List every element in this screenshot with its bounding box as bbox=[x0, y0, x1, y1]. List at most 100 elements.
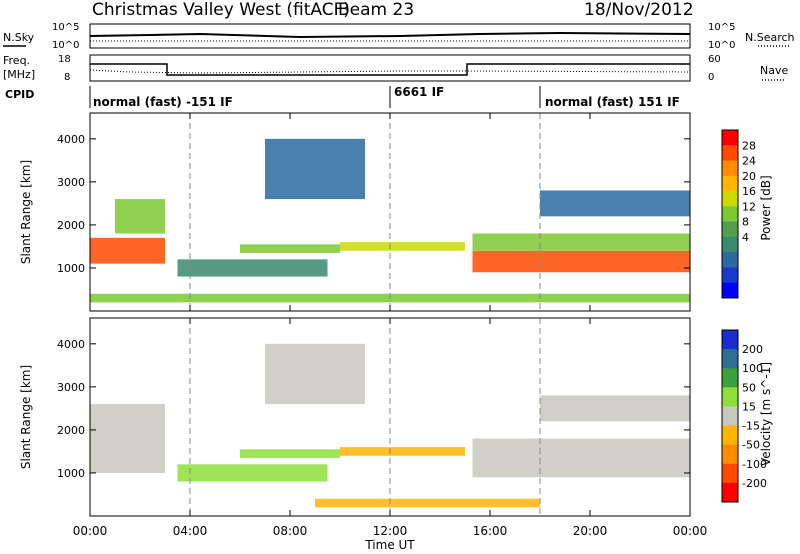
velocity-colorbar-tick-0: 200 bbox=[742, 343, 763, 356]
power-region-7 bbox=[540, 190, 690, 217]
power-colorbar-swatch-5 bbox=[722, 206, 738, 223]
power-ytick-label-0: 1000 bbox=[57, 262, 85, 275]
velocity-colorbar-swatch-8 bbox=[722, 482, 738, 503]
velocity-marks bbox=[90, 318, 690, 516]
power-region-4 bbox=[340, 242, 465, 251]
velocity-colorbar-swatch-1 bbox=[722, 349, 738, 369]
power-colorbar-swatch-0 bbox=[722, 130, 738, 146]
cpid-segment-2: 6661 IF bbox=[394, 85, 444, 99]
freq-panel-frame bbox=[89, 54, 691, 82]
power-colorbar-swatch-9 bbox=[722, 267, 738, 284]
freq-tick-low: 8 bbox=[64, 72, 70, 83]
velocity-region-3 bbox=[340, 447, 465, 456]
noise-tick-low-right: 10^0 bbox=[708, 40, 735, 51]
velocity-y-label: Slant Range [km] bbox=[19, 365, 33, 469]
velocity-colorbar-tick-5: -50 bbox=[742, 439, 760, 452]
power-colorbar-title: Power [dB] bbox=[759, 175, 773, 240]
velocity-colorbar-tick-1: 100 bbox=[742, 362, 763, 375]
power-colorbar-tick-5: 8 bbox=[742, 216, 749, 229]
xtick-label-5: 20:00 bbox=[573, 524, 608, 538]
power-colorbar-tick-1: 24 bbox=[742, 155, 756, 168]
power-region-0 bbox=[90, 237, 165, 264]
power-region-2 bbox=[177, 259, 328, 277]
freq-label: Freq. bbox=[3, 54, 30, 67]
nave-tick-low: 0 bbox=[708, 72, 714, 83]
nsearch-label: N.Search bbox=[745, 31, 795, 44]
nave-line bbox=[89, 69, 691, 74]
power-ytick-label-1: 2000 bbox=[57, 219, 85, 232]
noise-tick-low: 10^0 bbox=[52, 40, 79, 51]
date-label: 18/Nov/2012 bbox=[584, 0, 694, 20]
freq-unit-label: [MHz] bbox=[3, 68, 35, 81]
x-axis: 00:00 04:00 08:00 12:00 16:00 20:00 00:00 bbox=[73, 113, 708, 538]
power-colorbar-swatch-3 bbox=[722, 175, 738, 192]
nsky-line bbox=[89, 31, 691, 39]
xtick-label-2: 08:00 bbox=[273, 524, 308, 538]
power-colorbar-swatch-6 bbox=[722, 221, 738, 238]
power-colorbar-swatch-10 bbox=[722, 282, 738, 299]
power-region-1 bbox=[115, 199, 165, 234]
power-region-6 bbox=[472, 233, 690, 251]
velocity-colorbar-tick-7: -200 bbox=[742, 477, 767, 490]
power-ytick-label-3: 4000 bbox=[57, 133, 85, 146]
power-panel: 1000 2000 3000 4000 Slant Range [km] bbox=[19, 112, 691, 312]
cpid-segment-3: normal (fast) 151 IF bbox=[545, 95, 680, 109]
noise-tick-high-right: 10^5 bbox=[708, 22, 735, 33]
nsky-label: N.Sky bbox=[3, 31, 35, 44]
power-colorbar-swatch-4 bbox=[722, 191, 738, 207]
velocity-colorbar-swatch-6 bbox=[722, 444, 738, 465]
power-colorbar-frame bbox=[721, 129, 739, 299]
xtick-label-6: 00:00 bbox=[673, 524, 708, 538]
freq-tick-high: 18 bbox=[58, 54, 71, 65]
x-axis-label: Time UT bbox=[364, 538, 415, 552]
velocity-colorbar-swatch-4 bbox=[722, 406, 738, 427]
power-colorbar-swatch-2 bbox=[722, 160, 738, 177]
power-colorbar-tick-0: 28 bbox=[742, 139, 756, 152]
xtick-label-1: 04:00 bbox=[173, 524, 208, 538]
velocity-colorbar-tick-4: -15 bbox=[742, 420, 760, 433]
velocity-ytick-label-2: 3000 bbox=[57, 381, 85, 394]
velocity-panel: 1000 2000 3000 4000 Slant Range [km] bbox=[19, 317, 691, 517]
cpid-row: CPID normal (fast) -151 IF 6661 IF norma… bbox=[5, 85, 680, 109]
velocity-region-0 bbox=[90, 404, 165, 473]
xtick-label-0: 00:00 bbox=[73, 524, 108, 538]
beam-label: Beam 23 bbox=[338, 0, 414, 20]
power-colorbar-tick-4: 12 bbox=[742, 200, 756, 213]
noise-tick-high: 10^5 bbox=[52, 22, 79, 33]
power-colorbar-tick-3: 16 bbox=[742, 185, 756, 198]
plot-title: Christmas Valley West (fitACF) bbox=[92, 0, 350, 20]
power-region-5 bbox=[472, 250, 690, 273]
cpid-label: CPID bbox=[5, 88, 34, 101]
nave-label: Nave bbox=[760, 64, 788, 77]
freq-line bbox=[90, 63, 690, 76]
velocity-colorbar-swatch-5 bbox=[722, 425, 738, 446]
velocity-colorbar: 200 100 50 15 -15 -50 -100 -200 bbox=[721, 329, 767, 503]
power-colorbar-swatch-8 bbox=[722, 252, 738, 268]
velocity-colorbar-tick-2: 50 bbox=[742, 381, 756, 394]
power-ytick-label-2: 3000 bbox=[57, 176, 85, 189]
velocity-y-axis: 1000 2000 3000 4000 bbox=[57, 338, 690, 480]
nave-tick-high: 60 bbox=[708, 54, 721, 65]
noise-panel: N.Sky 10^5 10^0 10^5 10^0 N.Search bbox=[3, 22, 795, 51]
xtick-label-4: 16:00 bbox=[473, 524, 508, 538]
power-colorbar: 28 24 20 16 12 8 4 bbox=[721, 129, 756, 299]
velocity-colorbar-frame bbox=[721, 329, 739, 503]
velocity-colorbar-swatch-3 bbox=[722, 387, 738, 407]
power-colorbar-swatch-7 bbox=[722, 236, 738, 253]
velocity-region-7 bbox=[315, 498, 540, 508]
power-colorbar-tick-2: 20 bbox=[742, 170, 756, 183]
power-marks bbox=[90, 113, 690, 311]
power-y-axis: 1000 2000 3000 4000 bbox=[57, 133, 690, 275]
velocity-ytick-label-0: 1000 bbox=[57, 467, 85, 480]
cpid-segment-1: normal (fast) -151 IF bbox=[93, 95, 233, 109]
freq-panel: Freq. [MHz] 18 8 60 0 Nave bbox=[3, 54, 788, 83]
velocity-colorbar-swatch-2 bbox=[722, 368, 738, 388]
power-region-8 bbox=[265, 138, 365, 200]
velocity-colorbar-tick-3: 15 bbox=[742, 400, 756, 413]
power-colorbar-swatch-1 bbox=[722, 145, 738, 162]
velocity-colorbar-swatch-7 bbox=[722, 463, 738, 484]
velocity-region-2 bbox=[240, 449, 340, 458]
velocity-colorbar-tick-6: -100 bbox=[742, 458, 767, 471]
xtick-label-3: 12:00 bbox=[373, 524, 408, 538]
